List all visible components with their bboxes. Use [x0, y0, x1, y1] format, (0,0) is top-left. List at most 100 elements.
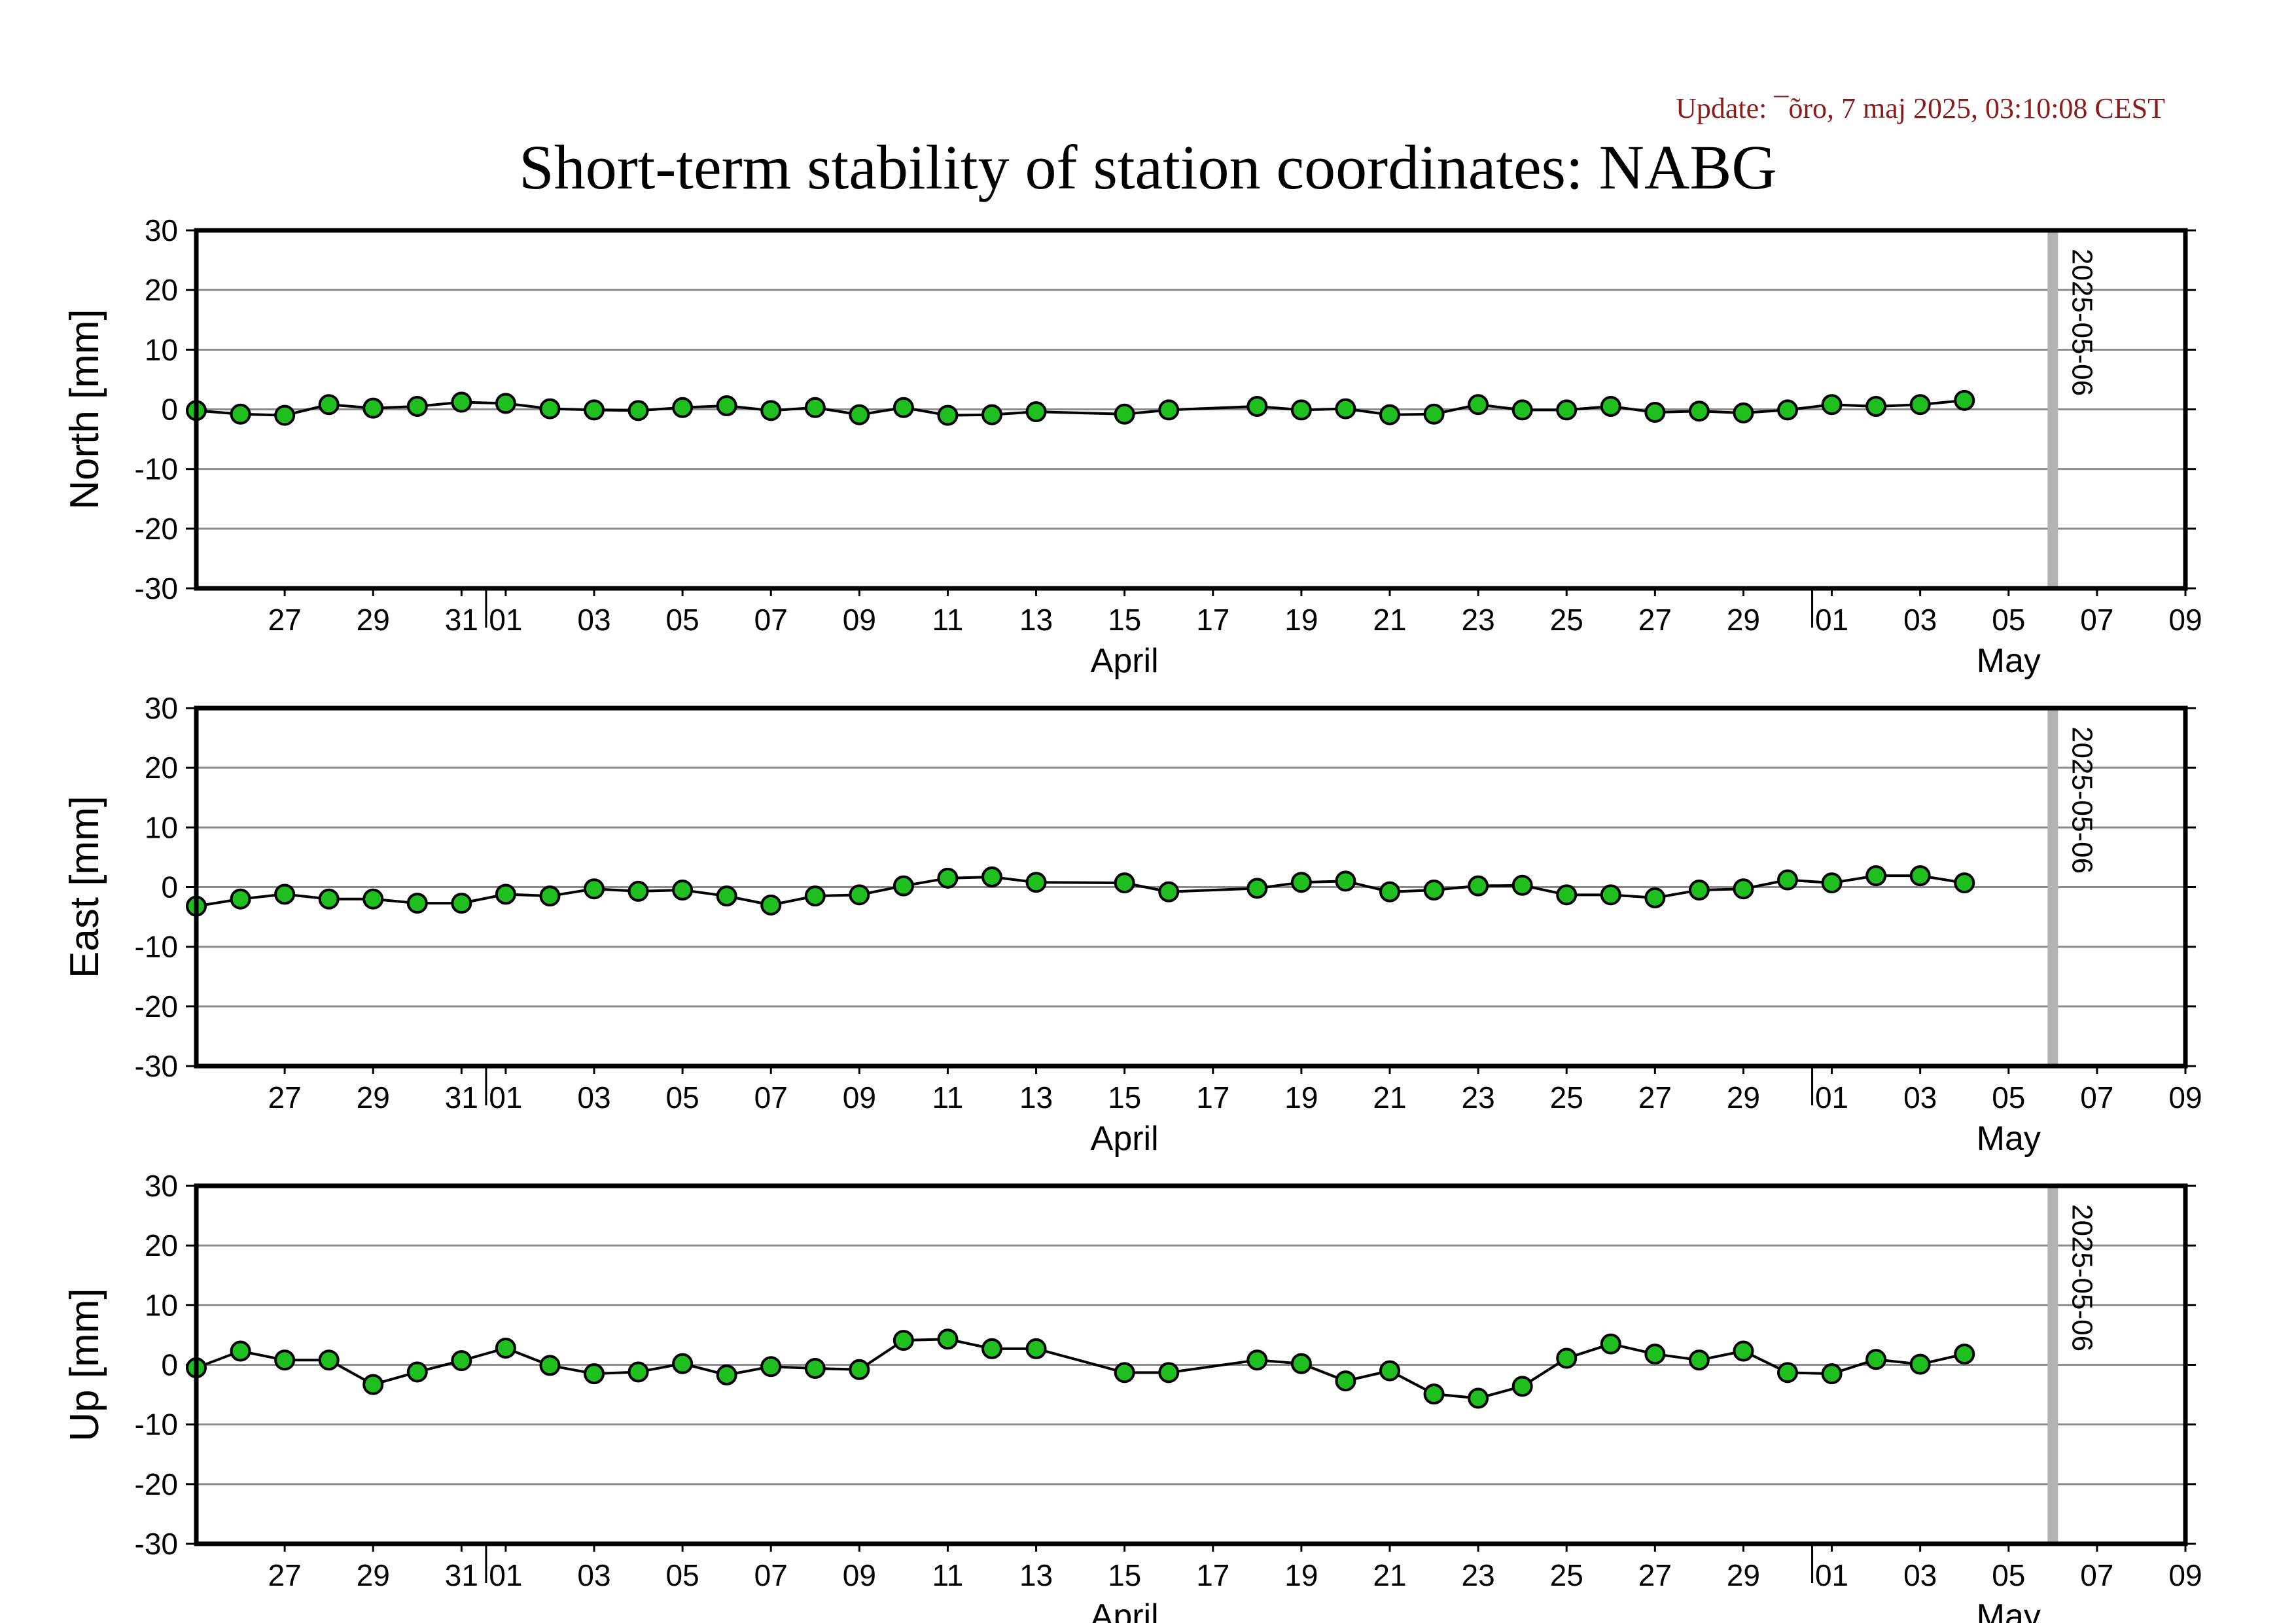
data-point — [760, 1356, 782, 1378]
x-tick-label: 13 — [1019, 603, 1053, 637]
data-point — [1821, 1363, 1843, 1385]
data-point — [451, 1350, 472, 1372]
data-point — [1909, 1353, 1931, 1375]
x-tick-label: 09 — [2168, 1558, 2202, 1592]
data-point — [230, 888, 251, 910]
x-tick-label: 05 — [666, 1558, 699, 1592]
data-point — [937, 1329, 959, 1350]
y-tick-label: 20 — [145, 1228, 178, 1262]
data-point — [318, 394, 340, 416]
data-point — [1688, 401, 1710, 422]
data-point — [1688, 1349, 1710, 1371]
page-title: Short-term stability of station coordina… — [519, 132, 1777, 202]
x-tick-label: 11 — [932, 1080, 964, 1115]
data-point — [362, 397, 384, 419]
data-point — [1290, 399, 1312, 421]
month-label: May — [1977, 642, 2041, 680]
data-point — [539, 398, 561, 419]
x-tick-label: 11 — [932, 603, 964, 637]
data-point — [672, 397, 694, 418]
x-tick-label: 29 — [1727, 1080, 1760, 1115]
data-point — [1954, 1344, 1975, 1365]
data-point — [1025, 872, 1047, 893]
data-point — [1025, 401, 1047, 423]
x-tick-label: 23 — [1462, 1080, 1495, 1115]
x-tick-label: 03 — [1903, 1558, 1937, 1592]
x-tick-label: 05 — [1992, 1080, 2025, 1115]
data-point — [981, 1338, 1002, 1359]
y-tick-label: 30 — [145, 213, 178, 247]
x-tick-label: 03 — [1903, 603, 1937, 637]
data-point — [1158, 881, 1180, 902]
data-point — [804, 397, 826, 418]
y-tick-label: -30 — [135, 571, 178, 605]
data-point — [406, 1361, 428, 1383]
x-tick-label: 27 — [268, 603, 302, 637]
x-tick-label: 01 — [489, 1558, 522, 1592]
data-point — [1114, 403, 1135, 425]
x-tick-label: 17 — [1196, 1080, 1229, 1115]
x-tick-label: 27 — [1638, 603, 1672, 637]
data-point — [849, 1359, 870, 1380]
data-point — [1379, 404, 1400, 425]
x-tick-label: 29 — [357, 1080, 390, 1115]
x-tick-label: 23 — [1462, 1558, 1495, 1592]
x-tick-label: 25 — [1550, 1080, 1583, 1115]
data-point — [716, 885, 737, 907]
x-tick-label: 13 — [1019, 1080, 1053, 1115]
data-point — [1511, 874, 1533, 896]
x-tick-label: 29 — [1727, 603, 1760, 637]
x-tick-label: 01 — [1815, 1080, 1848, 1115]
x-tick-label: 21 — [1373, 1080, 1406, 1115]
data-point — [1468, 394, 1489, 416]
x-tick-label: 03 — [577, 603, 610, 637]
x-tick-label: 15 — [1108, 1080, 1141, 1115]
x-tick-label: 09 — [843, 1558, 876, 1592]
panel-north: 30 20 10 0 -10 -20 -30 North [mm] 2025-05-06 27 29… — [62, 213, 2202, 680]
data-point — [406, 395, 428, 417]
panel-east: 30 20 10 0 -10 -20 -30 East [mm] 2025-05-06 27 29 3… — [62, 691, 2202, 1158]
x-tick-label: 05 — [1992, 1558, 2025, 1592]
x-tick-label: 05 — [1992, 603, 2025, 637]
x-tick-label: 25 — [1550, 603, 1583, 637]
data-point — [230, 1340, 251, 1362]
x-tick-label: 19 — [1284, 1080, 1318, 1115]
data-point — [1114, 1362, 1135, 1383]
data-point — [1600, 1333, 1621, 1355]
data-point — [1777, 1362, 1798, 1383]
data-point — [804, 1357, 826, 1379]
data-point — [1909, 865, 1931, 887]
data-point — [362, 1374, 384, 1395]
data-point — [1290, 1353, 1312, 1374]
data-point — [1600, 395, 1621, 417]
x-tick-label: 07 — [2080, 1558, 2113, 1592]
x-tick-label: 15 — [1108, 603, 1141, 637]
x-tick-label: 19 — [1284, 603, 1318, 637]
data-point — [672, 1353, 694, 1374]
current-date-label: 2025-05-06 — [2066, 726, 2098, 874]
data-point — [584, 399, 605, 421]
data-point — [1644, 887, 1666, 908]
data-point — [1644, 1344, 1666, 1365]
x-tick-label: 27 — [268, 1080, 302, 1115]
data-point — [760, 894, 782, 916]
data-point — [716, 1364, 737, 1385]
data-point — [937, 867, 959, 889]
data-point — [539, 885, 561, 907]
x-tick-label: 07 — [2080, 1080, 2113, 1115]
x-tick-label: 07 — [2080, 603, 2113, 637]
data-point — [1511, 399, 1533, 421]
data-point — [495, 1337, 516, 1359]
data-point — [1821, 394, 1843, 416]
x-tick-label: 09 — [2168, 1080, 2202, 1115]
x-tick-label: 21 — [1373, 1558, 1406, 1592]
y-tick-label: -10 — [135, 930, 178, 964]
data-point — [1246, 1349, 1268, 1371]
y-tick-label: 0 — [161, 393, 178, 427]
x-tick-label: 05 — [666, 1080, 699, 1115]
data-point — [362, 888, 384, 910]
data-point — [1821, 872, 1843, 894]
y-tick-label: -10 — [135, 452, 178, 486]
data-point — [230, 403, 251, 425]
plot-frame — [194, 705, 2188, 1069]
